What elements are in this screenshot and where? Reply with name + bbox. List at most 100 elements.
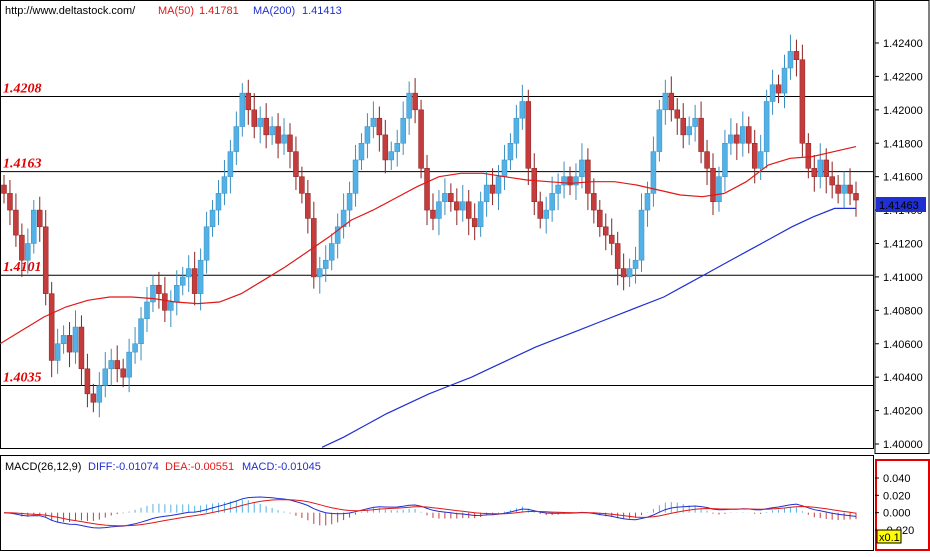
macd-dea: DEA:-0.00551 bbox=[165, 461, 234, 473]
candle-body bbox=[591, 193, 597, 211]
candle-body bbox=[60, 335, 67, 345]
candle-body bbox=[7, 193, 13, 211]
candle-body bbox=[102, 368, 109, 386]
candle-body bbox=[334, 226, 341, 244]
ma50-label: MA(50) bbox=[158, 5, 194, 17]
candle-body bbox=[483, 184, 490, 202]
zoom-label[interactable]: x0.1 bbox=[879, 532, 900, 544]
price-tick-label: 1.42400 bbox=[883, 38, 923, 50]
candle-body bbox=[608, 234, 615, 244]
zoom-button[interactable] bbox=[876, 529, 902, 544]
candle-body bbox=[579, 159, 585, 177]
candle-body bbox=[644, 193, 651, 211]
candle-body bbox=[257, 117, 263, 127]
candle-body bbox=[740, 126, 746, 144]
ma200-value: 1.41413 bbox=[302, 5, 342, 17]
candle-body bbox=[162, 293, 168, 311]
candle-body bbox=[328, 243, 335, 261]
candle-body bbox=[436, 201, 442, 219]
current-price-label: 1.41463 bbox=[879, 200, 919, 212]
candle-body bbox=[662, 92, 669, 111]
candle-body bbox=[281, 134, 287, 144]
candle-body bbox=[614, 243, 621, 269]
candle-body bbox=[781, 67, 788, 94]
candle-body bbox=[519, 101, 526, 119]
candle-body bbox=[555, 184, 561, 194]
price-tick-label: 1.41800 bbox=[883, 138, 923, 150]
candle-body bbox=[96, 385, 103, 403]
price-tick-label: 1.40400 bbox=[883, 372, 923, 384]
candle-body bbox=[108, 360, 114, 370]
candle-body bbox=[632, 259, 639, 269]
price-tick-label: 1.42200 bbox=[883, 71, 923, 83]
candle-body bbox=[638, 209, 645, 261]
candle-body bbox=[620, 268, 627, 278]
candle-body bbox=[728, 134, 734, 144]
candle-body bbox=[585, 159, 591, 194]
candle-body bbox=[191, 268, 198, 294]
candle-body bbox=[287, 134, 293, 152]
macd-tick-label: 0.020 bbox=[883, 490, 911, 502]
candle-body bbox=[418, 109, 424, 169]
macd-name: MACD(26,12,9) bbox=[5, 461, 81, 473]
price-tick-label: 1.41600 bbox=[883, 172, 923, 184]
candle-body bbox=[388, 151, 395, 161]
candle-body bbox=[138, 318, 144, 344]
candle-body bbox=[19, 234, 25, 261]
candle-body bbox=[734, 134, 740, 144]
candle-body bbox=[805, 143, 812, 169]
candle-body bbox=[841, 184, 847, 194]
candle-body bbox=[853, 193, 859, 201]
candle-body bbox=[722, 143, 728, 177]
candle-body bbox=[424, 168, 430, 211]
candle-body bbox=[489, 184, 496, 194]
macd-panel-frame bbox=[0, 455, 874, 551]
candle-body bbox=[531, 168, 538, 202]
candle-body bbox=[751, 143, 758, 169]
candle-body bbox=[775, 84, 782, 94]
candle-body bbox=[793, 51, 800, 60]
candle-body bbox=[448, 193, 454, 202]
candle-body bbox=[835, 184, 841, 194]
candle-body bbox=[72, 326, 79, 353]
price-tick-label: 1.40000 bbox=[883, 439, 923, 451]
candle-body bbox=[275, 126, 281, 144]
candle-body bbox=[221, 176, 228, 194]
macd-tick-label: 0.000 bbox=[883, 508, 911, 520]
candle-body bbox=[674, 109, 681, 119]
candle-body bbox=[174, 285, 180, 303]
candle-body bbox=[120, 368, 126, 378]
candle-body bbox=[650, 151, 657, 194]
candle-body bbox=[716, 176, 722, 202]
price-tick-label: 1.41000 bbox=[883, 272, 923, 284]
candle-body bbox=[185, 268, 192, 278]
candle-body bbox=[465, 201, 472, 219]
candle-body bbox=[847, 184, 853, 194]
ma50-line bbox=[0, 146, 857, 345]
candle-body bbox=[400, 117, 406, 144]
level-label: 1.4035 bbox=[3, 371, 42, 386]
candle-body bbox=[1, 184, 7, 194]
candle-body bbox=[460, 201, 466, 211]
candle-body bbox=[293, 151, 299, 177]
candle-body bbox=[352, 159, 359, 194]
candle-body bbox=[561, 176, 567, 186]
candle-body bbox=[698, 117, 704, 152]
candle-body bbox=[507, 143, 514, 161]
candle-body bbox=[322, 259, 329, 269]
candle-body bbox=[799, 59, 806, 144]
candle-body bbox=[66, 335, 73, 353]
candle-body bbox=[376, 117, 383, 136]
ma50-path bbox=[0, 146, 857, 345]
candle-body bbox=[656, 109, 663, 152]
candle-body bbox=[597, 209, 603, 228]
price-tick-label: 1.40600 bbox=[883, 339, 923, 351]
candle-body bbox=[686, 126, 692, 136]
candle-body bbox=[495, 176, 502, 194]
candle-body bbox=[156, 285, 162, 294]
macd-diff-line bbox=[3, 496, 857, 529]
candle-body bbox=[769, 84, 776, 102]
